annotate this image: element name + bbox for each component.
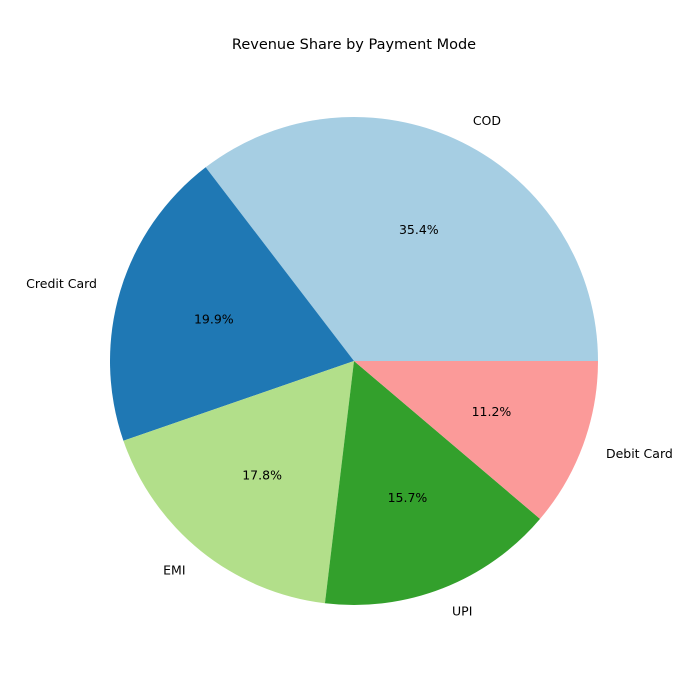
slice-label-credit-card: Credit Card xyxy=(26,276,97,291)
slice-label-upi: UPI xyxy=(452,603,472,618)
pie-slice-cod xyxy=(205,116,598,361)
pie-slice-upi xyxy=(324,361,541,605)
slice-label-debit-card: Debit Card xyxy=(606,446,673,461)
chart-title: Revenue Share by Payment Mode xyxy=(232,37,476,53)
pie-labels: COD 35.4% Credit Card 19.9% EMI 17.8% UPI 15.7%… xyxy=(26,113,673,619)
pie-slice-credit-card xyxy=(109,167,354,441)
pie-slice-debit-card xyxy=(354,361,598,519)
slice-label-emi: EMI xyxy=(163,562,185,577)
slice-label-cod: COD xyxy=(473,113,501,128)
slice-percent-emi: 17.8% xyxy=(242,467,282,482)
slice-percent-upi: 15.7% xyxy=(388,490,428,505)
pie-slice-emi xyxy=(123,361,355,604)
slice-percent-debit-card: 11.2% xyxy=(472,404,512,419)
pie-slices xyxy=(109,116,598,605)
slice-percent-cod: 35.4% xyxy=(399,222,439,237)
slice-percent-credit-card: 19.9% xyxy=(194,311,234,326)
